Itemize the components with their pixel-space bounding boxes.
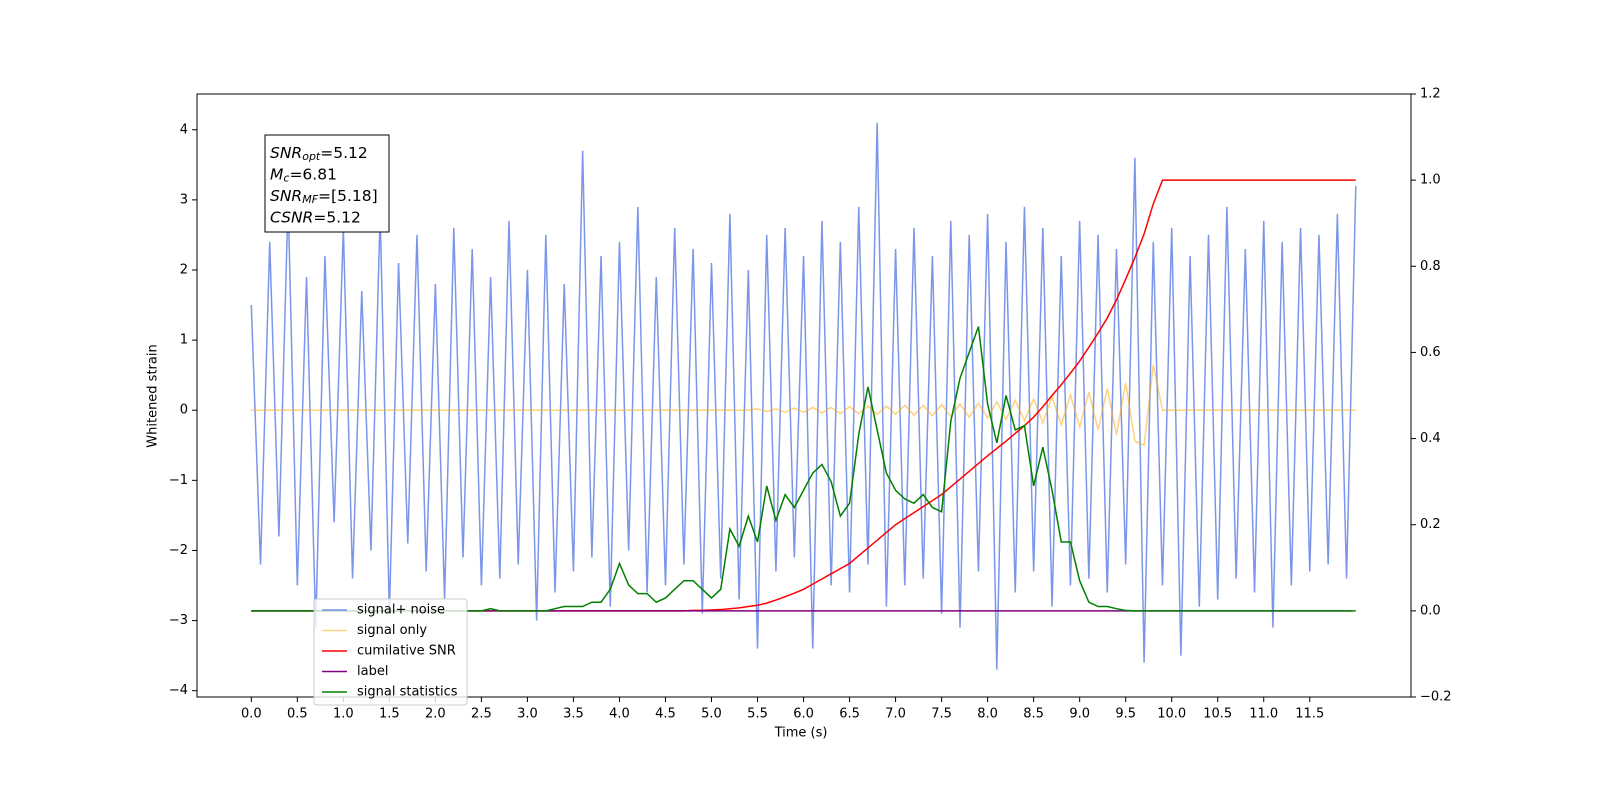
annotation-value: =5.12 [313, 208, 361, 226]
y-tick-label: 3 [180, 192, 188, 207]
annotation-subscript: c [283, 172, 289, 185]
series-line [250, 122, 1357, 670]
annotation-value: =5.12 [320, 144, 368, 162]
y2-tick-label: 1.2 [1420, 87, 1441, 102]
x-tick-label: 1.5 [379, 707, 400, 722]
x-tick-label: 9.5 [1115, 707, 1136, 722]
y-tick-label: −4 [169, 683, 188, 698]
x-tick-label: 6.5 [839, 707, 860, 722]
annotation-subscript: MF [302, 193, 318, 206]
y2-tick-label: 0.8 [1420, 259, 1441, 274]
annotation-line: CSNR=5.12 [270, 208, 361, 226]
y-tick-label: −1 [169, 473, 188, 488]
y2-tick-label: 0.0 [1420, 603, 1441, 618]
x-tick-label: 6.0 [793, 707, 814, 722]
legend-box [313, 598, 468, 706]
x-tick-label: 0.0 [241, 707, 262, 722]
x-tick-label: 10.0 [1157, 707, 1186, 722]
x-tick-label: 1.0 [333, 707, 354, 722]
y-tick-label: −3 [169, 613, 188, 628]
annotation-symbol: M [270, 165, 283, 183]
series-line [251, 364, 1356, 447]
x-tick-label: 11.0 [1249, 707, 1278, 722]
x-tick-label: 5.5 [747, 707, 768, 722]
x-tick-label: 2.0 [425, 707, 446, 722]
legend-label: signal only [357, 623, 427, 638]
x-tick-label: 3.0 [517, 707, 538, 722]
y2-tick-label: 0.6 [1420, 345, 1441, 360]
x-tick-label: 10.5 [1203, 707, 1232, 722]
y-tick-label: 1 [180, 333, 188, 348]
x-tick-label: 4.5 [655, 707, 676, 722]
x-tick-label: 2.5 [471, 707, 492, 722]
x-tick-label: 7.0 [885, 707, 906, 722]
y2-tick-label: 1.0 [1420, 173, 1441, 188]
annotation-value: =6.81 [289, 165, 337, 183]
annotation-symbol: SNR [270, 144, 302, 162]
annotation-line: SNRMF=[5.18] [270, 187, 378, 207]
annotation-line: SNRopt=5.12 [270, 144, 368, 164]
annotation-symbol: SNR [270, 187, 302, 205]
x-tick-label: 11.5 [1295, 707, 1324, 722]
legend-label: signal statistics [357, 685, 458, 700]
x-tick-label: 0.5 [287, 707, 308, 722]
x-tick-label: 9.0 [1069, 707, 1090, 722]
annotation-value: =[5.18] [318, 187, 378, 205]
y-tick-label: −2 [169, 543, 188, 558]
annotation-subscript: opt [302, 150, 321, 163]
y2-tick-label: 0.2 [1420, 517, 1441, 532]
annotation-box [264, 134, 390, 233]
legend-label: label [357, 664, 388, 679]
x-tick-label: 8.0 [977, 707, 998, 722]
y-axis-label: Whitened strain [146, 344, 161, 447]
y2-tick-label: 0.4 [1420, 431, 1441, 446]
annotation-symbol: CSNR [270, 208, 313, 226]
legend-label: signal+ noise [357, 603, 445, 618]
y-tick-label: 4 [180, 122, 188, 137]
x-tick-label: 4.0 [609, 707, 630, 722]
y2-tick-label: −0.2 [1420, 690, 1452, 705]
y-tick-label: 0 [180, 403, 188, 418]
x-tick-label: 7.5 [931, 707, 952, 722]
legend-label: cumilative SNR [357, 644, 456, 659]
annotation-line: Mc=6.81 [270, 165, 337, 185]
x-tick-label: 3.5 [563, 707, 584, 722]
x-tick-label: 5.0 [701, 707, 722, 722]
x-tick-label: 8.5 [1023, 707, 1044, 722]
y-tick-label: 2 [180, 262, 188, 277]
x-axis-label: Time (s) [774, 726, 828, 741]
